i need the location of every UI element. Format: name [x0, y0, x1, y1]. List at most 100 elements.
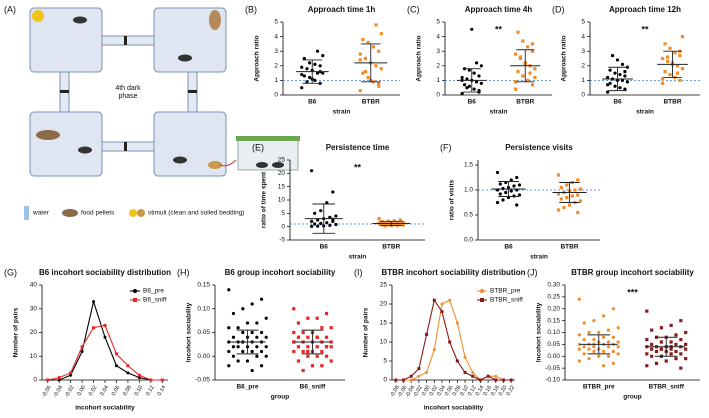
point	[92, 326, 96, 330]
y-tick-label: 1	[581, 77, 585, 84]
point	[417, 367, 421, 371]
point	[331, 190, 335, 194]
point	[606, 90, 610, 94]
point	[231, 335, 236, 339]
point	[358, 89, 362, 93]
point	[255, 345, 259, 349]
point	[374, 64, 378, 68]
point	[231, 345, 236, 349]
point	[582, 345, 586, 349]
point	[250, 368, 254, 373]
point	[463, 355, 467, 359]
point	[316, 218, 320, 222]
point	[678, 78, 682, 82]
point	[565, 195, 569, 200]
y-tick-label: 3	[436, 48, 440, 55]
point	[479, 81, 483, 85]
point	[618, 72, 622, 77]
chart-title: BTBR group incohort sociability	[571, 268, 694, 277]
point	[659, 340, 663, 344]
point	[474, 61, 479, 65]
point	[302, 56, 306, 61]
point	[509, 189, 513, 193]
chart-title: Approach time 12h	[609, 5, 681, 14]
arrow	[219, 159, 237, 167]
x-axis-label: group	[271, 394, 289, 401]
point	[313, 78, 317, 82]
point	[236, 326, 240, 330]
point	[509, 378, 513, 382]
x-tick-label: 0.10	[459, 385, 470, 397]
x-tick-label: BTBR	[362, 99, 380, 106]
point	[613, 71, 617, 75]
cage	[153, 111, 227, 177]
point	[137, 376, 141, 380]
panel-label: (D)	[552, 4, 565, 14]
point	[310, 224, 314, 228]
point	[608, 68, 612, 72]
point	[465, 86, 469, 90]
x-tick-label: 0.00	[77, 385, 88, 397]
panel-label: (H)	[177, 267, 190, 277]
point	[366, 75, 370, 80]
x-tick-label: BTBR	[516, 99, 534, 106]
point	[645, 309, 649, 313]
y-axis-label: ratio of time spent	[261, 171, 268, 228]
point	[526, 45, 530, 49]
point	[324, 335, 329, 339]
annotation: **	[354, 162, 362, 172]
point	[259, 364, 264, 368]
point	[462, 83, 467, 87]
point	[401, 223, 405, 227]
annotation: **	[495, 24, 503, 34]
water-icon	[24, 206, 29, 220]
point	[363, 56, 368, 61]
point	[680, 35, 684, 39]
point	[661, 81, 665, 85]
point	[398, 218, 402, 222]
point	[530, 42, 535, 46]
point	[515, 175, 519, 180]
point	[602, 349, 606, 354]
point	[645, 364, 649, 368]
point	[494, 378, 498, 382]
point	[315, 354, 319, 358]
point	[478, 378, 482, 382]
legend-label: B6_pre	[143, 288, 164, 295]
x-tick-label: 0.00	[421, 385, 432, 397]
mouse-icon	[173, 156, 187, 164]
y-tick-label: 15	[278, 183, 286, 190]
x-tick-label: B6_pre	[236, 384, 258, 391]
point	[577, 347, 581, 351]
point	[669, 352, 673, 356]
x-tick-label: 0.08	[122, 385, 133, 397]
point	[516, 30, 520, 34]
point	[669, 340, 673, 344]
x-tick-label: 0.14	[475, 385, 486, 397]
point	[472, 87, 476, 91]
point	[576, 210, 580, 215]
x-tick-label: BTBR	[560, 244, 578, 251]
point	[504, 190, 508, 195]
x-axis-label: group	[623, 394, 641, 401]
point	[645, 345, 649, 349]
diagram: (A) 4th dark phase water food	[4, 4, 300, 220]
chart-title: B6 incohort sociability distribution	[39, 268, 171, 277]
point	[57, 378, 61, 382]
point	[623, 74, 627, 78]
y-tick-label: 1	[274, 77, 278, 84]
x-tick-label: 0.10	[134, 385, 145, 397]
point	[401, 220, 405, 224]
center-text: 4th dark	[115, 85, 141, 92]
point	[300, 72, 304, 77]
stimulus-icon	[208, 161, 222, 169]
point	[582, 352, 586, 356]
cage	[153, 7, 227, 73]
point	[659, 347, 663, 351]
point	[315, 49, 320, 53]
y-tick-label: 2	[274, 63, 278, 70]
point	[292, 330, 296, 335]
y-tick-label: 2	[436, 63, 440, 70]
point	[678, 53, 682, 58]
point	[334, 214, 338, 218]
